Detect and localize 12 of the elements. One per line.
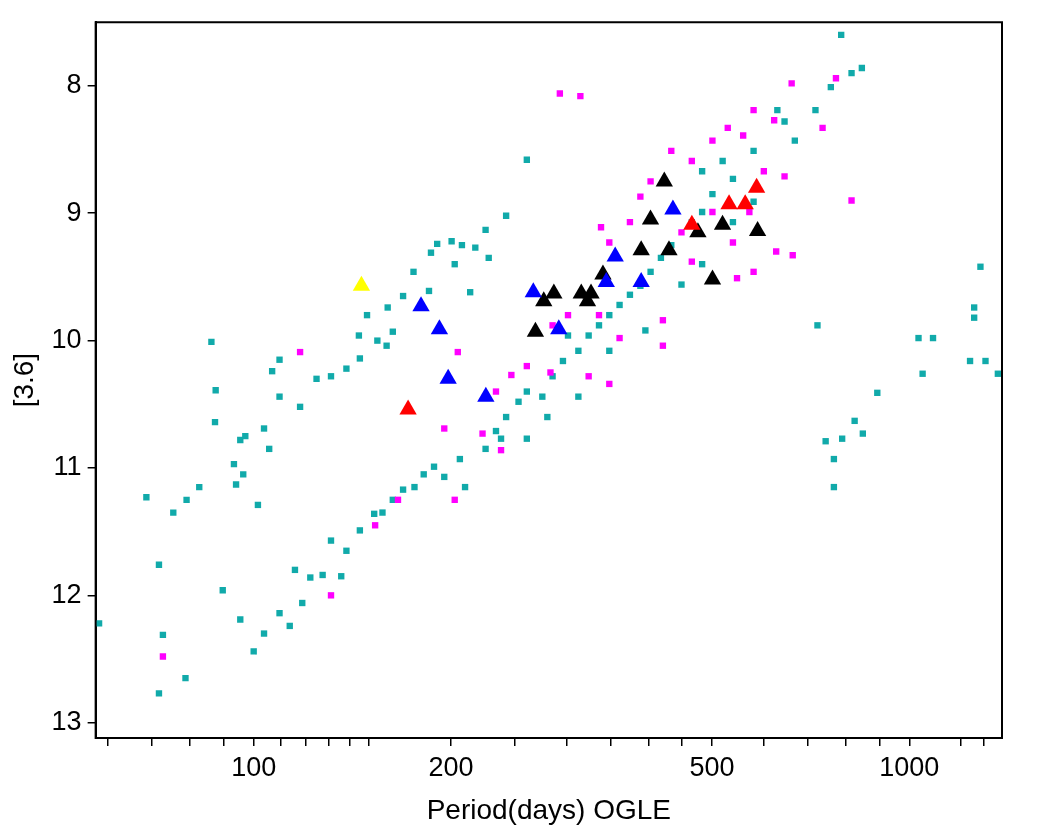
x-axis-title: Period(days) OGLE: [426, 793, 671, 825]
x-tick-label: 100: [231, 751, 277, 782]
y-tick-label: 10: [51, 324, 82, 355]
x-tick-label: 1000: [879, 751, 940, 782]
y-tick-label: 9: [66, 196, 82, 227]
y-tick-label: 13: [51, 706, 82, 737]
y-tick-label: 12: [51, 578, 82, 609]
x-tick-label: 500: [689, 751, 735, 782]
x-tick-label: 200: [428, 751, 474, 782]
y-tick-label: 8: [66, 69, 82, 100]
y-axis-title: [3.6]: [7, 352, 39, 408]
y-tick-label: 11: [53, 451, 82, 482]
